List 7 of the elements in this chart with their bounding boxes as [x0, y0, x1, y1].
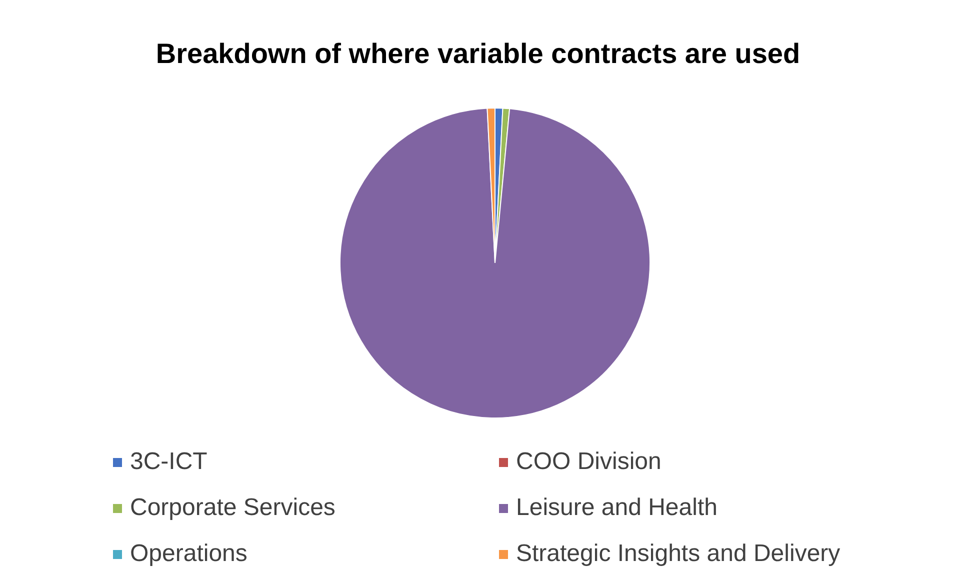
legend-label: Leisure and Health [516, 494, 718, 522]
legend-label: Corporate Services [130, 494, 336, 522]
legend-label: 3C-ICT [130, 448, 208, 476]
legend-label: Strategic Insights and Delivery [516, 540, 840, 568]
legend-label: Operations [130, 540, 248, 568]
chart-title: Breakdown of where variable contracts are used [154, 38, 802, 70]
legend-label: COO Division [516, 448, 662, 476]
